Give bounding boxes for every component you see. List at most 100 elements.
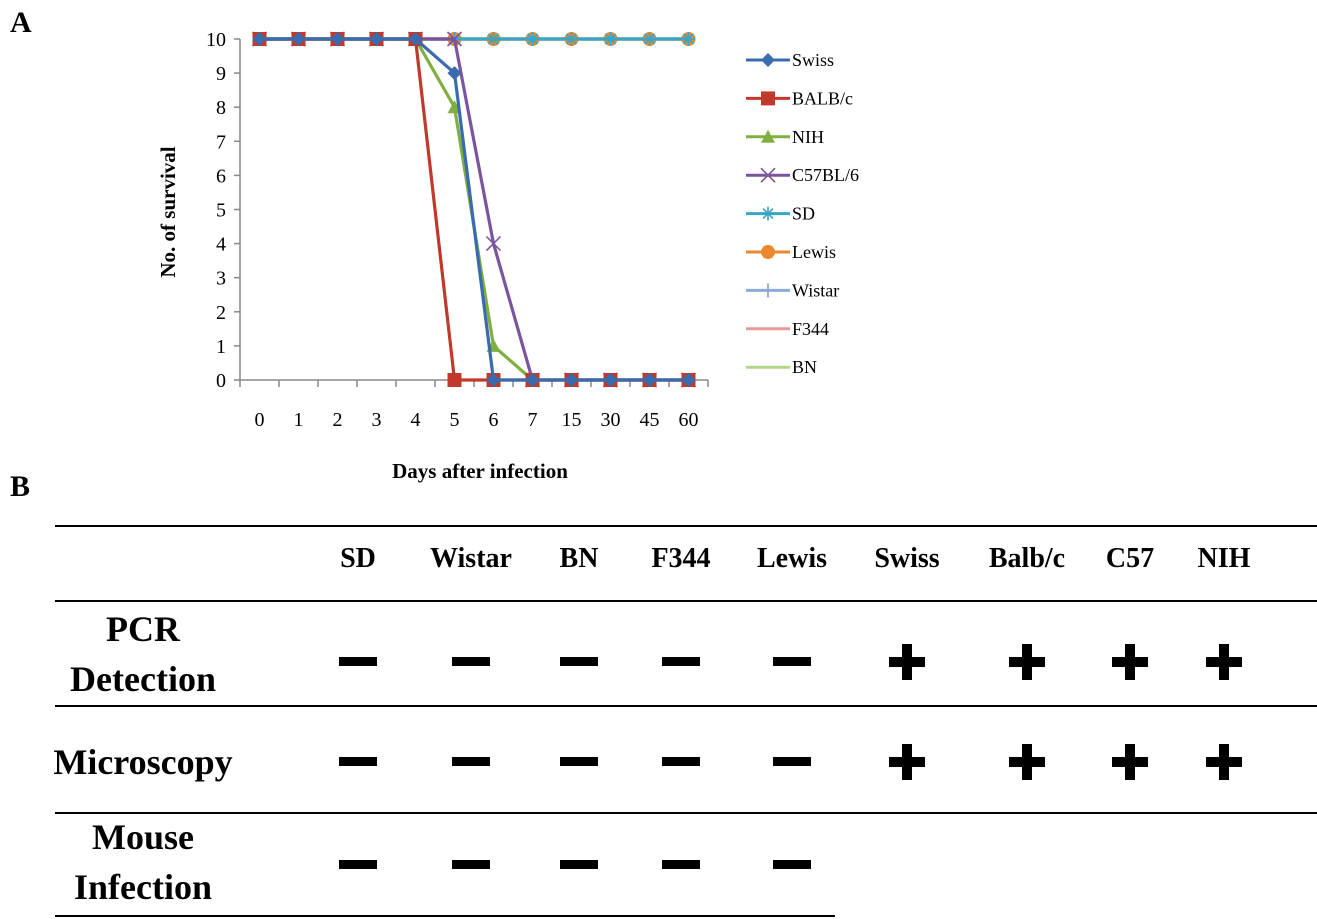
series-line-c57bl-6 — [259, 37, 689, 382]
column-header: F344 — [651, 543, 711, 574]
data-point-swiss — [252, 32, 267, 46]
data-point-sd — [486, 32, 501, 46]
y-tick-label: 0 — [216, 370, 226, 392]
x-tick-label: 0 — [255, 409, 265, 431]
legend-marker — [761, 206, 775, 221]
x-tick-label: 2 — [333, 409, 343, 431]
data-point-sd — [642, 32, 657, 46]
column-header: NIH — [1197, 543, 1251, 574]
y-tick-label: 9 — [216, 63, 226, 85]
data-point-sd — [564, 32, 579, 46]
negative-sign — [662, 657, 700, 666]
row-label: Microscopy — [53, 742, 233, 782]
legend-marker — [761, 245, 775, 259]
positive-sign — [1009, 744, 1045, 780]
table-row-rule-1 — [55, 705, 1317, 707]
x-tick-label: 4 — [411, 409, 421, 431]
data-point-swiss — [486, 373, 501, 387]
negative-sign — [560, 757, 598, 766]
legend-label: F344 — [792, 319, 829, 339]
y-tick-label: 6 — [216, 165, 226, 187]
column-header: C57 — [1105, 543, 1155, 574]
row-label-line2: Detection — [70, 659, 216, 699]
x-tick-label: 5 — [450, 409, 460, 431]
data-point-sd — [603, 32, 618, 46]
y-tick-label: 2 — [216, 302, 226, 324]
x-tick-label: 60 — [679, 409, 699, 431]
legend-label: Wistar — [792, 280, 839, 300]
column-header: Wistar — [430, 543, 512, 574]
negative-sign — [560, 657, 598, 666]
negative-sign — [339, 757, 377, 766]
data-point-c57bl-6 — [485, 236, 502, 252]
legend-marker — [761, 283, 775, 298]
y-tick-label: 5 — [216, 200, 226, 222]
y-tick-label: 8 — [216, 97, 226, 119]
negative-sign — [339, 860, 377, 869]
positive-sign — [1206, 644, 1242, 680]
table-row-rule-2 — [55, 812, 1317, 814]
positive-sign — [889, 644, 925, 680]
legend-marker — [761, 53, 775, 67]
negative-sign — [773, 757, 811, 766]
x-tick-label: 6 — [489, 409, 499, 431]
legend-marker — [760, 167, 776, 183]
y-axis-title: No. of survival — [156, 146, 180, 277]
positive-sign — [889, 744, 925, 780]
data-point-swiss — [564, 373, 579, 387]
data-point-swiss — [525, 373, 540, 387]
row-label-line2: Infection — [74, 867, 212, 907]
y-tick-label: 10 — [206, 29, 226, 51]
table-top-rule — [55, 525, 1317, 527]
y-tick-label: 1 — [216, 336, 226, 358]
legend-label: Swiss — [792, 50, 834, 70]
negative-sign — [452, 860, 490, 869]
data-point-balb-c — [447, 373, 462, 387]
data-point-swiss — [330, 32, 345, 46]
negative-sign — [773, 657, 811, 666]
legend-label: BN — [792, 357, 817, 377]
positive-sign — [1009, 644, 1045, 680]
series-line-nih — [259, 37, 689, 382]
negative-sign — [452, 657, 490, 666]
negative-sign — [662, 757, 700, 766]
x-tick-label: 1 — [294, 409, 304, 431]
row-label: PCR — [106, 609, 180, 649]
negative-sign — [339, 657, 377, 666]
data-point-c57bl-6 — [446, 31, 463, 47]
data-point-swiss — [681, 373, 696, 387]
panel-a-label: A — [10, 6, 32, 39]
positive-sign — [1206, 744, 1242, 780]
row-label: Mouse — [92, 817, 194, 857]
data-point-swiss — [642, 373, 657, 387]
data-point-swiss — [447, 66, 462, 81]
legend-label: BALB/c — [792, 88, 853, 108]
negative-sign — [662, 860, 700, 869]
column-header: Swiss — [874, 543, 940, 574]
legend-label: SD — [792, 204, 815, 224]
y-tick-label: 4 — [216, 234, 226, 256]
y-tick-label: 7 — [216, 131, 226, 153]
data-point-sd — [681, 32, 696, 46]
series-line-balb-c — [259, 37, 689, 382]
column-header: Balb/c — [988, 543, 1066, 574]
x-tick-label: 15 — [562, 409, 582, 431]
panel-b-label: B — [10, 470, 31, 503]
x-tick-label: 30 — [601, 409, 621, 431]
positive-sign — [1112, 644, 1148, 680]
column-header: SD — [340, 543, 376, 574]
x-axis-title: Days after infection — [392, 459, 568, 483]
negative-sign — [560, 860, 598, 869]
x-tick-label: 7 — [528, 409, 538, 431]
positive-sign — [1112, 744, 1148, 780]
y-tick-label: 3 — [216, 268, 226, 290]
column-header: Lewis — [757, 543, 827, 574]
x-tick-label: 3 — [372, 409, 382, 431]
column-header: BN — [559, 543, 599, 574]
table-header-rule — [55, 600, 1317, 602]
data-point-swiss — [369, 32, 384, 46]
data-point-sd — [525, 32, 540, 46]
data-point-swiss — [408, 32, 423, 46]
legend-marker — [761, 129, 775, 143]
